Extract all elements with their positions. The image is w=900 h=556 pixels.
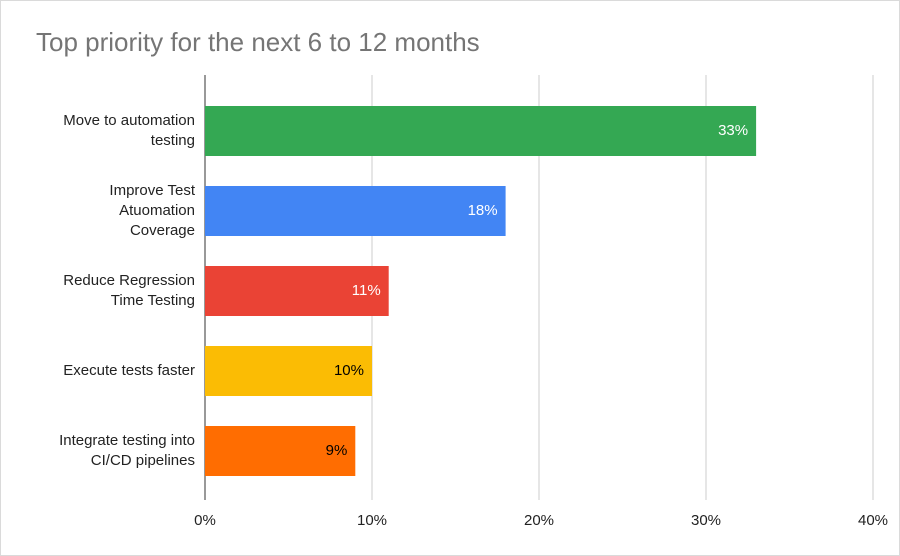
y-tick-label-line: Improve Test bbox=[109, 182, 195, 199]
bar bbox=[205, 346, 372, 396]
y-tick-label-line: Reduce Regression bbox=[63, 272, 195, 289]
y-tick-label: Improve Test Atuomation Coverage bbox=[109, 182, 195, 239]
y-tick-label-line: Time Testing bbox=[111, 292, 195, 309]
y-tick-label: Execute tests faster bbox=[63, 362, 195, 379]
x-tick-label: 30% bbox=[691, 512, 721, 529]
bar bbox=[205, 266, 389, 316]
value-label: 9% bbox=[326, 442, 348, 459]
y-tick-label: Integrate testing into CI/CD pipelines bbox=[59, 432, 195, 469]
x-tick-label: 10% bbox=[357, 512, 387, 529]
y-tick-label-line: Integrate testing into bbox=[59, 432, 195, 449]
value-label: 10% bbox=[334, 362, 364, 379]
x-tick-label: 0% bbox=[194, 512, 216, 529]
x-tick-label: 20% bbox=[524, 512, 554, 529]
value-label: 11% bbox=[352, 282, 381, 299]
y-tick-label-line: testing bbox=[151, 132, 195, 149]
y-tick-label-line: Move to automation bbox=[63, 112, 195, 129]
x-tick-label: 40% bbox=[858, 512, 888, 529]
chart-title: Top priority for the next 6 to 12 months bbox=[36, 27, 480, 57]
bar bbox=[205, 186, 506, 236]
y-tick-label: Reduce Regression Time Testing bbox=[63, 272, 195, 309]
y-tick-label-line: CI/CD pipelines bbox=[91, 452, 195, 469]
y-tick-label-line: Execute tests faster bbox=[63, 362, 195, 379]
value-label: 33% bbox=[718, 122, 748, 139]
y-tick-label: Move to automation testing bbox=[63, 112, 195, 149]
value-label: 18% bbox=[468, 202, 498, 219]
bar bbox=[205, 106, 757, 156]
y-tick-label-line: Coverage bbox=[130, 222, 195, 239]
y-tick-label-line: Atuomation bbox=[119, 202, 195, 219]
bar bbox=[205, 426, 356, 476]
